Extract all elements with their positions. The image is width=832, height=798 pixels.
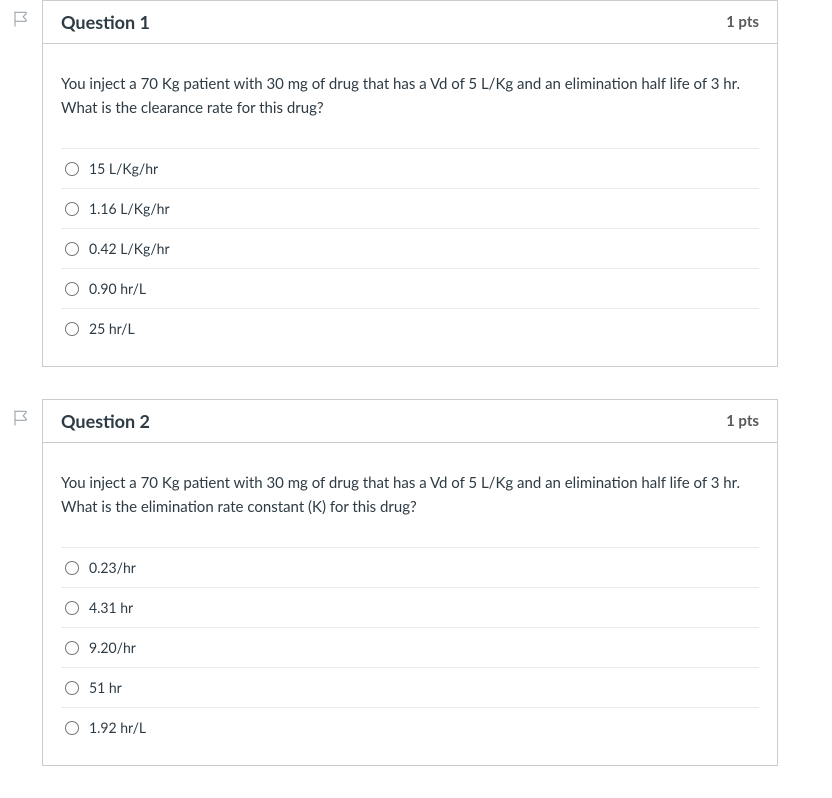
question-body: You inject a 70 Kg patient with 30 mg of…: [43, 44, 777, 366]
answer-radio[interactable]: [65, 282, 79, 296]
question-title: Question 2: [61, 410, 150, 432]
answer-radio[interactable]: [65, 242, 79, 256]
answer-radio[interactable]: [65, 162, 79, 176]
answer-label: 51 hr: [89, 679, 122, 696]
question-points: 1 pts: [726, 412, 759, 430]
answer-radio[interactable]: [65, 202, 79, 216]
flag-icon[interactable]: [12, 407, 30, 429]
answer-radio[interactable]: [65, 641, 79, 655]
question-box: Question 1 1 pts You inject a 70 Kg patien…: [42, 0, 778, 367]
answer-row[interactable]: 0.90 hr/L: [61, 269, 759, 309]
question-prompt: You inject a 70 Kg patient with 30 mg of…: [61, 72, 759, 120]
question-points: 1 pts: [726, 13, 759, 31]
flag-icon[interactable]: [12, 8, 30, 30]
answer-label: 25 hr/L: [89, 320, 135, 337]
answer-radio[interactable]: [65, 601, 79, 615]
answer-radio[interactable]: [65, 322, 79, 336]
answer-radio[interactable]: [65, 681, 79, 695]
quiz-container: Question 1 1 pts You inject a 70 Kg patien…: [0, 0, 832, 766]
answer-row[interactable]: 25 hr/L: [61, 309, 759, 348]
answer-row[interactable]: 1.16 L/Kg/hr: [61, 189, 759, 229]
answer-label: 9.20/hr: [89, 639, 136, 656]
answer-row[interactable]: 0.23/hr: [61, 548, 759, 588]
answer-label: 0.23/hr: [89, 559, 136, 576]
answer-label: 1.16 L/Kg/hr: [89, 200, 170, 217]
question-header: Question 2 1 pts: [43, 400, 777, 443]
answer-row[interactable]: 15 L/Kg/hr: [61, 149, 759, 189]
answer-row[interactable]: 9.20/hr: [61, 628, 759, 668]
question-body: You inject a 70 Kg patient with 30 mg of…: [43, 443, 777, 765]
answer-label: 1.92 hr/L: [89, 719, 146, 736]
answer-label: 0.42 L/Kg/hr: [89, 240, 170, 257]
answer-radio[interactable]: [65, 721, 79, 735]
answer-label: 15 L/Kg/hr: [89, 160, 158, 177]
answer-label: 0.90 hr/L: [89, 280, 146, 297]
answer-row[interactable]: 51 hr: [61, 668, 759, 708]
question-header: Question 1 1 pts: [43, 1, 777, 44]
question-prompt: You inject a 70 Kg patient with 30 mg of…: [61, 471, 759, 519]
question-wrapper: Question 2 1 pts You inject a 70 Kg patien…: [0, 399, 832, 766]
question-box: Question 2 1 pts You inject a 70 Kg patien…: [42, 399, 778, 766]
answer-row[interactable]: 1.92 hr/L: [61, 708, 759, 747]
answers-list: 15 L/Kg/hr 1.16 L/Kg/hr 0.42 L/Kg/hr 0.90 h…: [61, 148, 759, 348]
answer-radio[interactable]: [65, 561, 79, 575]
question-title: Question 1: [61, 11, 150, 33]
answer-row[interactable]: 4.31 hr: [61, 588, 759, 628]
flag-column: [0, 0, 42, 367]
answer-row[interactable]: 0.42 L/Kg/hr: [61, 229, 759, 269]
question-wrapper: Question 1 1 pts You inject a 70 Kg patien…: [0, 0, 832, 367]
flag-column: [0, 399, 42, 766]
answers-list: 0.23/hr 4.31 hr 9.20/hr 51 hr 1.92 hr/L: [61, 547, 759, 747]
answer-label: 4.31 hr: [89, 599, 133, 616]
